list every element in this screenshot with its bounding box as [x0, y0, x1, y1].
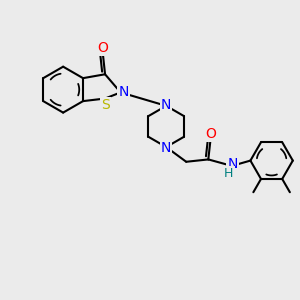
Text: N: N: [118, 85, 129, 99]
Text: O: O: [205, 127, 216, 141]
Text: H: H: [224, 167, 234, 180]
Text: S: S: [101, 98, 110, 112]
Text: O: O: [97, 41, 108, 55]
Text: N: N: [161, 141, 171, 154]
Text: N: N: [161, 98, 171, 112]
Text: N: N: [227, 157, 238, 171]
